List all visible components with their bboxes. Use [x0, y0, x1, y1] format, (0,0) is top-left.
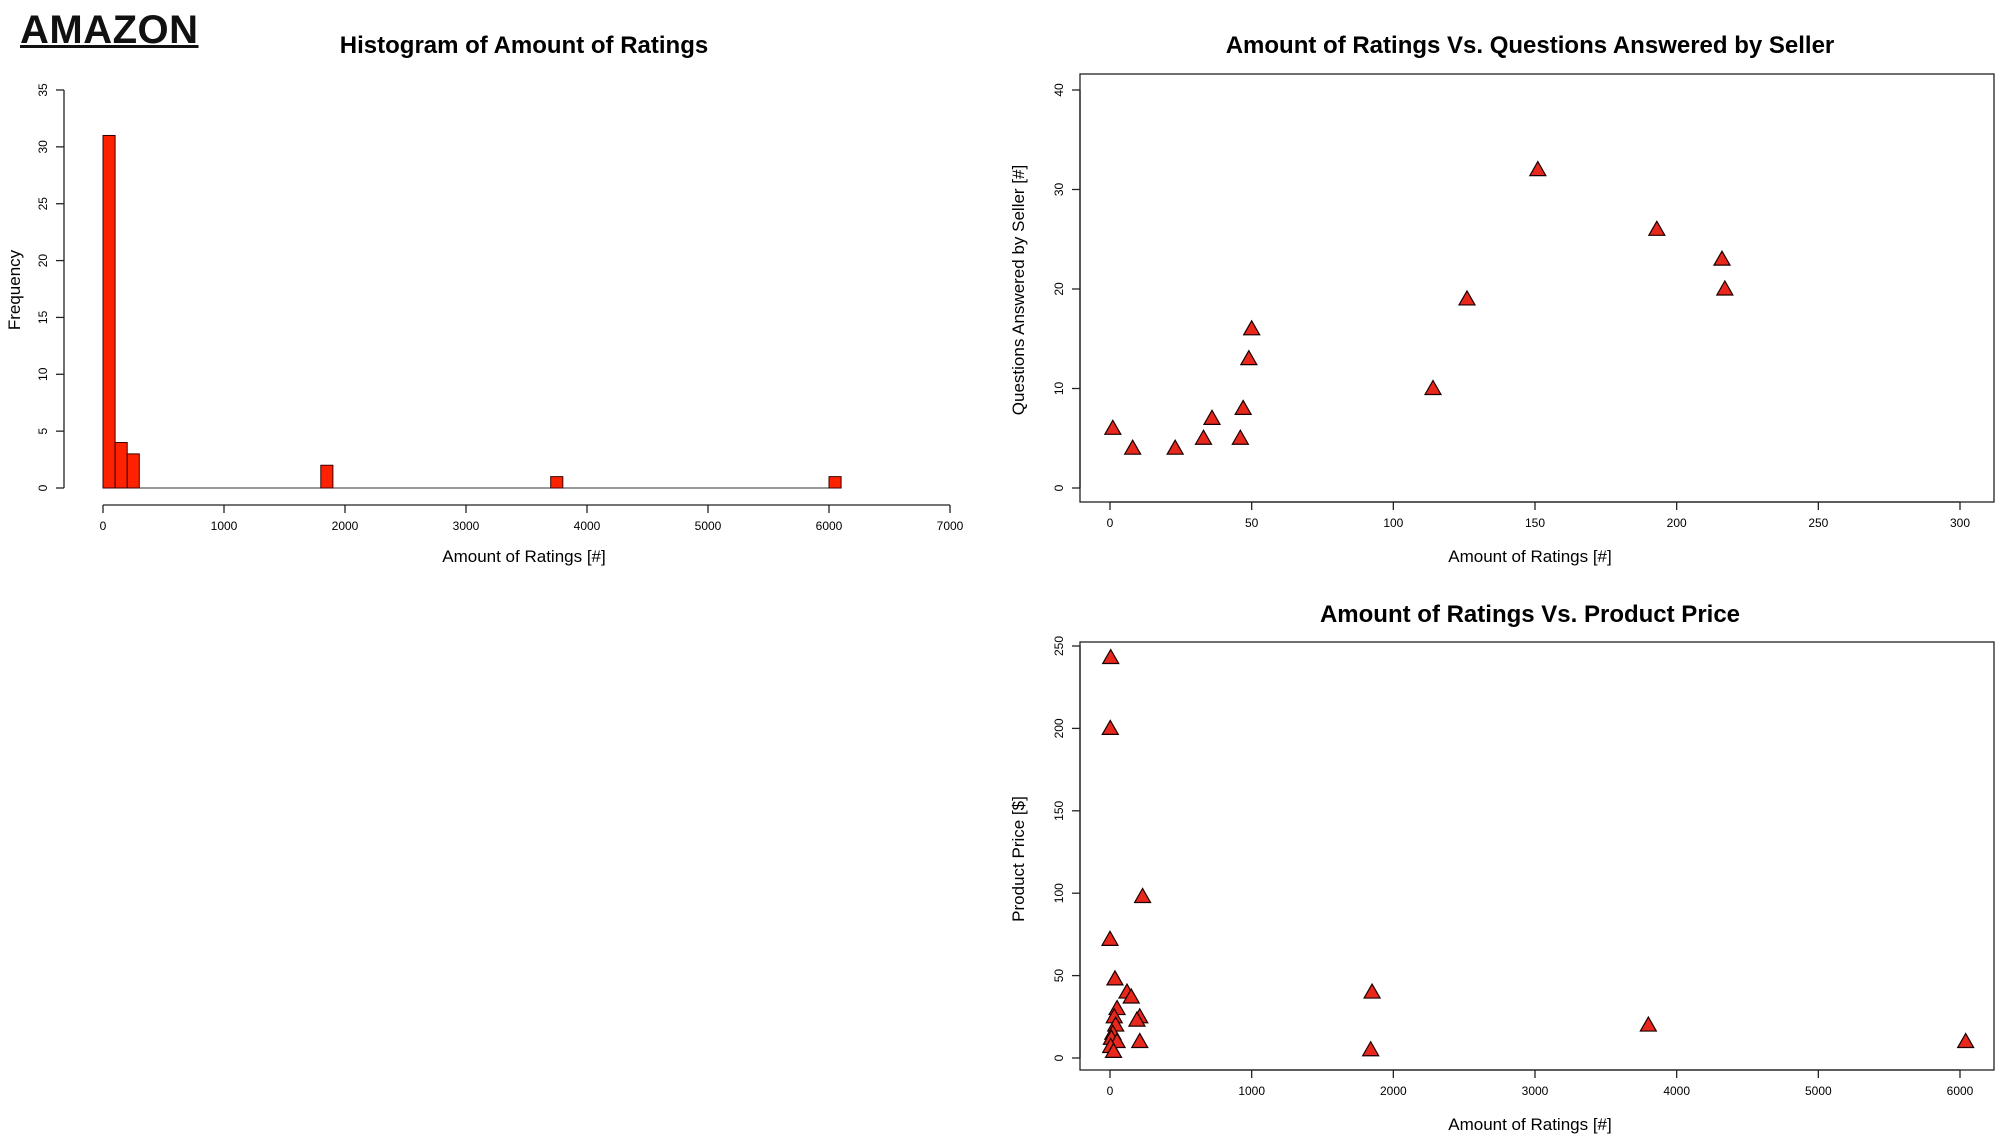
- questions-plot-frame: [1079, 73, 1995, 503]
- x-tick-label: 7000: [937, 519, 964, 533]
- x-tick-label: 5000: [695, 519, 722, 533]
- questions-chart-title: Amount of Ratings Vs. Questions Answered…: [1226, 32, 1835, 59]
- histogram-bar: [550, 476, 564, 489]
- histogram-title: Histogram of Amount of Ratings: [340, 32, 708, 59]
- scatter-point: [1423, 379, 1443, 396]
- x-tick-label: 4000: [1663, 1084, 1690, 1098]
- y-tick-label: 30: [36, 140, 50, 154]
- scatter-point: [1457, 289, 1477, 306]
- histogram-y-label: Frequency: [5, 249, 24, 330]
- scatter-point: [1242, 319, 1261, 336]
- x-tick-label: 300: [1950, 516, 1970, 530]
- price-plot-frame: [1079, 641, 1995, 1071]
- y-tick-label: 0: [1052, 1054, 1066, 1061]
- x-tick-label: 1000: [1238, 1084, 1265, 1098]
- x-tick-label: 150: [1525, 516, 1545, 530]
- price-chart-x-label: Amount of Ratings [#]: [1448, 1115, 1611, 1134]
- y-tick-label: 200: [1052, 718, 1066, 738]
- y-tick-label: 150: [1052, 800, 1066, 820]
- price-chart-y-label: Product Price [$]: [1009, 796, 1028, 922]
- scatter-point: [1122, 987, 1141, 1004]
- x-tick-label: 2000: [1380, 1084, 1407, 1098]
- x-tick-label: 50: [1245, 516, 1259, 530]
- scatter-point: [1123, 438, 1142, 455]
- y-tick-label: 100: [1052, 883, 1066, 903]
- price-points: [1100, 648, 1975, 1059]
- scatter-point: [1127, 1010, 1146, 1027]
- x-tick-label: 5000: [1805, 1084, 1832, 1098]
- scatter-point: [1194, 429, 1213, 445]
- scatter-point: [1239, 349, 1258, 366]
- y-tick-label: 35: [36, 83, 50, 97]
- ratings-vs-questions-chart: Amount of Ratings Vs. Questions Answered…: [1009, 32, 1995, 566]
- scatter-point: [1100, 930, 1120, 946]
- y-tick-label: 40: [1052, 83, 1066, 97]
- scatter-point: [1130, 1032, 1149, 1049]
- scatter-point: [1101, 648, 1120, 665]
- y-tick-label: 10: [1052, 382, 1066, 396]
- x-tick-label: 0: [100, 519, 107, 533]
- x-tick-label: 3000: [453, 519, 480, 533]
- scatter-point: [1202, 409, 1222, 425]
- scatter-point: [1133, 887, 1152, 904]
- histogram-bar: [102, 134, 116, 489]
- scatter-point: [1363, 982, 1382, 999]
- y-tick-label: 5: [36, 427, 50, 434]
- scatter-point: [1361, 1040, 1380, 1057]
- scatter-point: [1104, 1042, 1123, 1059]
- histogram-bar: [114, 442, 128, 489]
- x-tick-label: 6000: [816, 519, 843, 533]
- scatter-point: [1647, 220, 1666, 236]
- scatter-point: [1712, 249, 1732, 266]
- questions-chart-x-label: Amount of Ratings [#]: [1448, 547, 1611, 566]
- questions-axes: 0 50 100 150 200 250 300 0 10 20 30 40: [1052, 83, 1970, 530]
- x-tick-label: 6000: [1947, 1084, 1974, 1098]
- scatter-point: [1528, 160, 1547, 177]
- x-tick-label: 250: [1808, 516, 1828, 530]
- y-tick-label: 25: [36, 197, 50, 211]
- questions-chart-y-label: Questions Answered by Seller [#]: [1009, 165, 1028, 415]
- brand-title: AMAZON: [20, 8, 199, 52]
- x-tick-label: 3000: [1522, 1084, 1549, 1098]
- price-axes: 0 1000 2000 3000 4000 5000 6000 0 50 100 150 200 250: [1052, 636, 1974, 1098]
- histogram-bar: [126, 453, 140, 489]
- y-tick-label: 30: [1052, 183, 1066, 197]
- y-tick-label: 20: [36, 254, 50, 268]
- questions-points: [1103, 160, 1734, 455]
- scatter-point: [1956, 1032, 1975, 1049]
- histogram-x-label: Amount of Ratings [#]: [442, 547, 605, 566]
- histogram-axes: 0 1000 2000 3000 4000 5000 6000 7000 0 5 10 15 20 25 3…: [36, 83, 964, 533]
- histogram-chart: Histogram of Amount of Ratings Amount of…: [5, 32, 964, 566]
- x-tick-label: 4000: [574, 519, 601, 533]
- scatter-point: [1234, 399, 1253, 415]
- y-tick-label: 0: [36, 484, 50, 491]
- y-tick-label: 250: [1052, 636, 1066, 656]
- scatter-point: [1231, 429, 1250, 445]
- scatter-point: [1103, 419, 1122, 435]
- y-tick-label: 50: [1052, 969, 1066, 983]
- x-tick-label: 0: [1107, 516, 1114, 530]
- scatter-point: [1105, 969, 1124, 986]
- scatter-point: [1166, 438, 1185, 455]
- y-tick-label: 15: [36, 310, 50, 324]
- x-tick-label: 2000: [332, 519, 359, 533]
- histogram-bars: [102, 134, 842, 489]
- histogram-bar: [828, 476, 842, 489]
- x-tick-label: 0: [1107, 1084, 1114, 1098]
- y-tick-label: 20: [1052, 282, 1066, 296]
- scatter-point: [1639, 1015, 1658, 1032]
- x-tick-label: 100: [1383, 516, 1403, 530]
- histogram-bar: [320, 464, 334, 489]
- x-tick-label: 200: [1667, 516, 1687, 530]
- y-tick-label: 0: [1052, 484, 1066, 491]
- ratings-vs-price-chart: Amount of Ratings Vs. Product Price Amou…: [1009, 601, 1995, 1134]
- price-chart-title: Amount of Ratings Vs. Product Price: [1320, 601, 1740, 628]
- x-tick-label: 1000: [211, 519, 238, 533]
- y-tick-label: 10: [36, 367, 50, 381]
- scatter-point: [1715, 279, 1734, 296]
- scatter-point: [1101, 719, 1120, 736]
